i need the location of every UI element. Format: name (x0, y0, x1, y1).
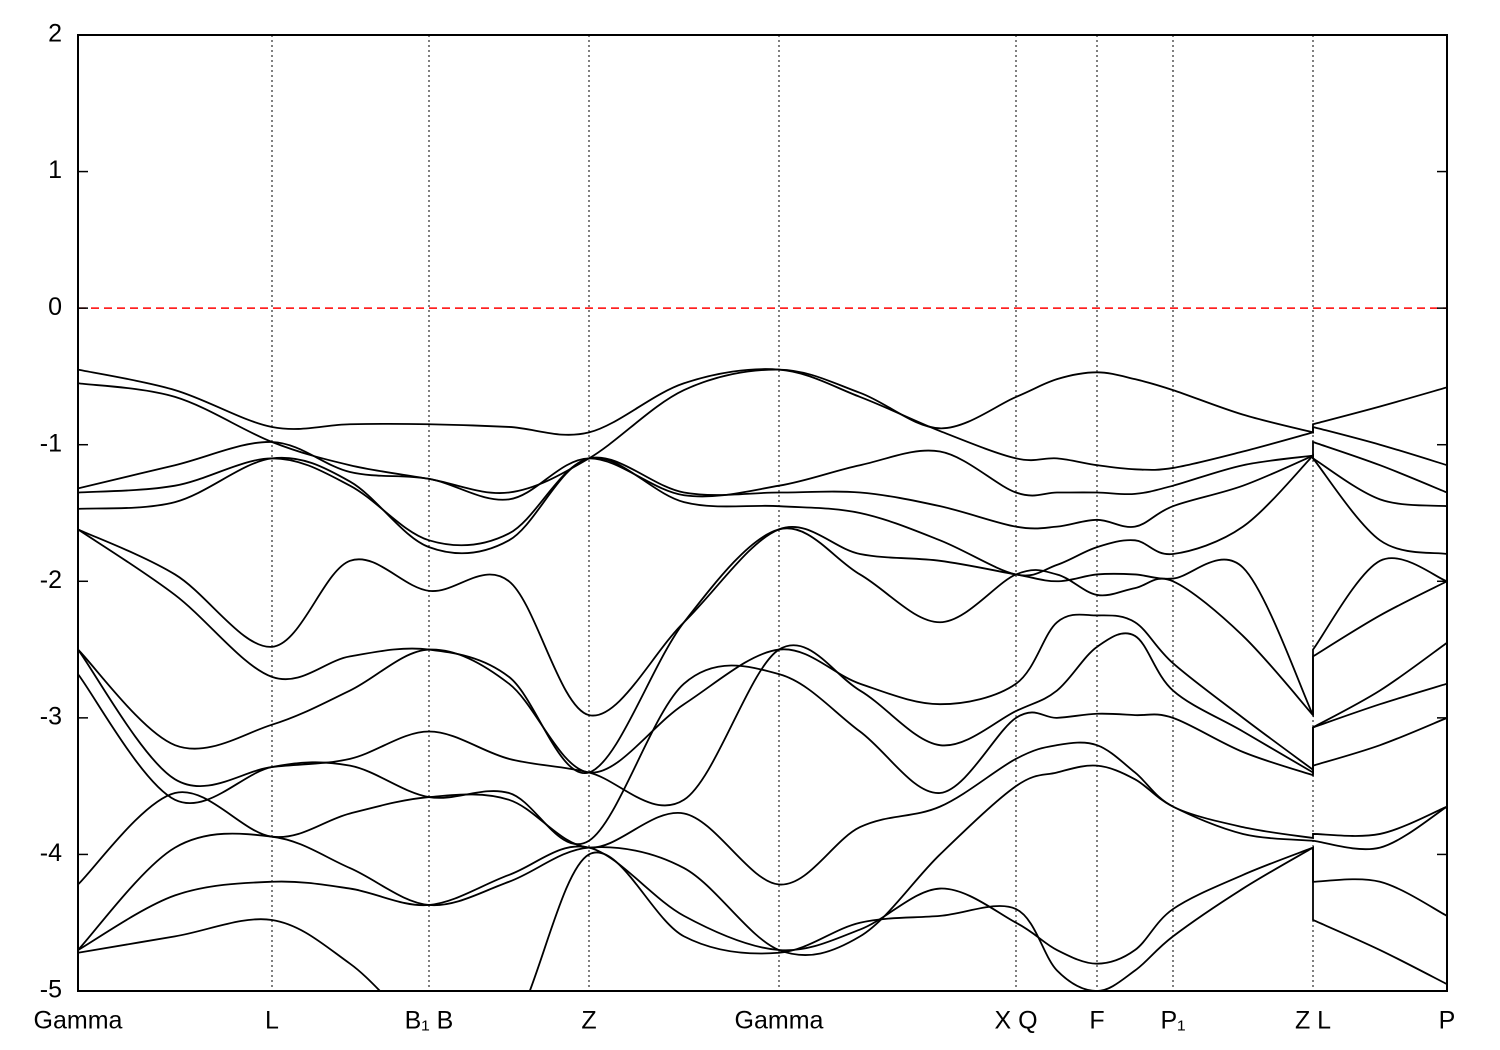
x-tick-label: P₁ (1160, 1007, 1185, 1035)
x-tick-label: Gamma (34, 1007, 123, 1035)
bands (78, 368, 1447, 991)
band-line (78, 526, 1447, 717)
band-line (78, 632, 1447, 807)
y-tick-label: 0 (48, 293, 62, 321)
y-tick-label: -3 (40, 702, 62, 730)
band-line (78, 664, 1447, 845)
band-line (78, 368, 1447, 494)
band-line (78, 846, 1447, 991)
x-tick-label: P (1439, 1007, 1456, 1035)
y-tick-label: -2 (40, 566, 62, 594)
x-tick-label: F (1089, 1007, 1104, 1035)
x-tick-label: Z L (1295, 1007, 1331, 1035)
y-tick-label: -4 (40, 839, 62, 867)
y-tick-label: -1 (40, 429, 62, 457)
band-line (78, 527, 1447, 774)
band-line (78, 453, 1447, 577)
band-line (78, 741, 1447, 886)
band-line (78, 764, 1447, 957)
band-line (78, 613, 1447, 774)
labels: -5 -4 -3 -2 -1 0 1 2 Gamma L B₁ B Z Gamma X Q F P₁ Z L P (34, 20, 1456, 1035)
y-tick-label: 1 (48, 156, 62, 184)
x-tick-label: Gamma (735, 1007, 824, 1035)
grid (77, 35, 1448, 991)
band-line (78, 440, 1447, 501)
x-tick-label: X Q (994, 1007, 1037, 1035)
band-line (78, 454, 1447, 547)
y-tick-label: 2 (48, 20, 62, 48)
band-line (78, 845, 1447, 965)
x-tick-label: L (265, 1007, 279, 1035)
x-tick-label: B₁ B (405, 1007, 454, 1035)
band-line (78, 368, 1447, 471)
x-tick-label: Z (581, 1007, 596, 1035)
plot-frame (77, 34, 1448, 992)
y-tick-label: -5 (40, 976, 62, 1004)
